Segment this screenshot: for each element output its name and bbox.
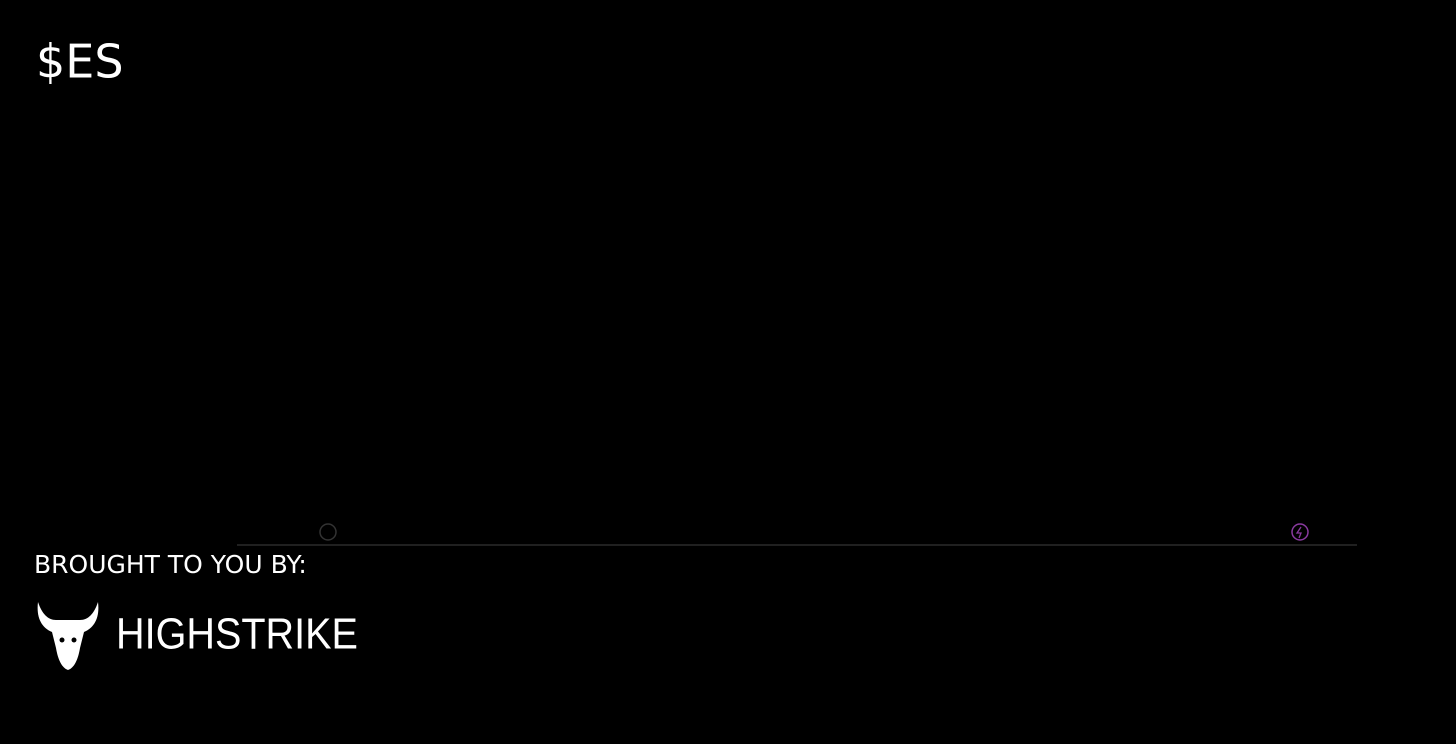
event-icon [1291, 523, 1309, 541]
fade-overlay [236, 0, 1357, 744]
event-icon [319, 523, 337, 541]
bull-logo [37, 602, 99, 670]
chart-title: $ES [36, 35, 124, 89]
sponsor-name: HIGHSTRIKE [116, 609, 358, 658]
sponsor-caption: BROUGHT TO YOU BY: [34, 550, 307, 579]
